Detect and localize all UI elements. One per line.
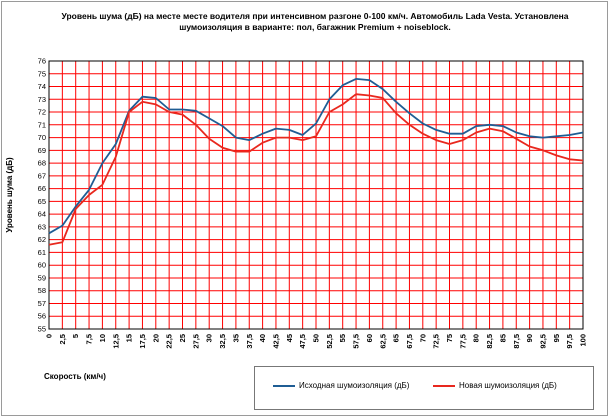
x-tick-label: 72,5 [432,334,441,349]
x-tick-label: 67,5 [405,334,414,349]
x-tick-label: 60 [365,334,374,342]
x-tick-label: 70 [418,334,427,342]
y-tick-label: 68 [38,159,46,168]
x-tick-label: 42,5 [271,334,280,349]
y-tick-label: 71 [38,120,46,129]
y-tick-label: 66 [38,184,46,193]
x-tick-label: 85 [498,334,507,342]
x-tick-label: 87,5 [512,334,521,349]
chart-title: Уровень шума (дБ) на месте месте водител… [60,11,570,33]
x-tick-label: 10 [98,334,107,342]
x-tick-label: 65 [392,334,401,342]
y-tick-label: 63 [38,222,46,231]
x-tick-label: 22,5 [165,334,174,349]
legend-label-new: Новая шумоизоляция (дБ) [459,381,557,390]
y-tick-label: 57 [38,299,46,308]
x-tick-label: 75 [445,334,454,342]
chart-title-line2: шумоизоляция в варианте: пол, багажник P… [179,22,451,32]
x-tick-label: 2,5 [58,334,67,344]
x-tick-label: 52,5 [325,334,334,349]
y-tick-label: 73 [38,95,46,104]
y-tick-label: 61 [38,248,46,257]
x-tick-label: 82,5 [485,334,494,349]
x-tick-label: 90 [525,334,534,342]
x-tick-label: 100 [579,334,588,347]
x-tick-label: 5 [71,334,80,338]
x-tick-label: 15 [125,334,134,342]
x-tick-label: 27,5 [191,334,200,349]
y-tick-label: 67 [38,171,46,180]
x-tick-label: 32,5 [218,334,227,349]
x-tick-label: 7,5 [85,334,94,344]
y-tick-label: 74 [38,82,46,91]
legend: Исходная шумоизоляция (дБ) Новая шумоизо… [254,366,594,410]
y-tick-label: 62 [38,235,46,244]
y-tick-label: 69 [38,146,46,155]
y-tick-label: 55 [38,325,46,334]
x-tick-label: 35 [231,334,240,342]
x-tick-label: 47,5 [298,334,307,349]
y-tick-label: 76 [38,57,46,66]
x-tick-label: 37,5 [245,334,254,349]
y-tick-label: 59 [38,273,46,282]
x-tick-label: 77,5 [458,334,467,349]
x-tick-label: 62,5 [378,334,387,349]
chart-title-line1: Уровень шума (дБ) на месте месте водител… [61,11,569,21]
legend-swatch-original [273,384,295,387]
x-tick-label: 12,5 [111,334,120,349]
y-tick-label: 65 [38,197,46,206]
plot-border [48,60,584,330]
legend-item-new: Новая шумоизоляция (дБ) [433,381,557,390]
x-tick-label: 30 [205,334,214,342]
legend-item-original: Исходная шумоизоляция (дБ) [273,381,409,390]
x-tick-label: 0 [45,334,54,338]
x-axis-label: Скорость (км/ч) [44,372,106,381]
x-tick-label: 55 [338,334,347,342]
x-tick-label: 50 [312,334,321,342]
series-line-original [48,78,584,235]
y-tick-label: 58 [38,286,46,295]
x-tick-label: 40 [258,334,267,342]
x-tick-label: 17,5 [138,334,147,349]
x-tick-label: 45 [285,334,294,342]
x-tick-label: 92,5 [538,334,547,349]
legend-swatch-new [433,384,455,387]
x-tick-label: 97,5 [565,334,574,349]
x-tick-label: 57,5 [352,334,361,349]
x-tick-label: 20 [151,334,160,342]
y-tick-label: 64 [38,210,46,219]
y-axis-label: Уровень шума (дБ) [5,157,14,233]
y-tick-label: 70 [38,133,46,142]
legend-label-original: Исходная шумоизоляция (дБ) [299,381,410,390]
x-tick-label: 95 [552,334,561,342]
y-tick-label: 75 [38,69,46,78]
y-tick-label: 60 [38,261,46,270]
x-tick-label: 80 [472,334,481,342]
x-tick-label: 25 [178,334,187,342]
y-tick-label: 72 [38,108,46,117]
y-tick-label: 56 [38,312,46,321]
series-line-new [48,93,584,246]
